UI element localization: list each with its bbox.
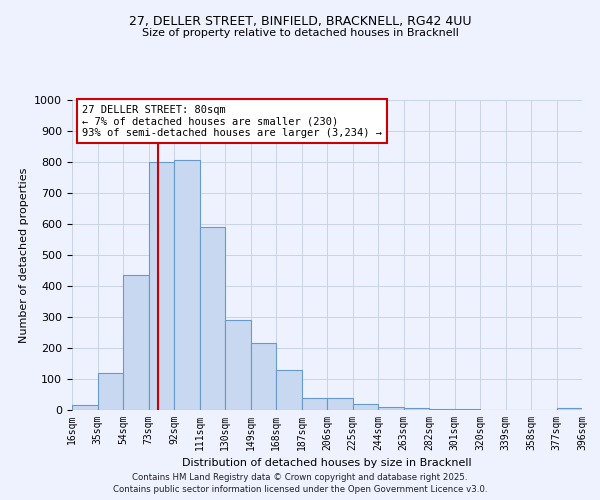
Bar	[557, 408, 582, 410]
Text: 27, DELLER STREET, BINFIELD, BRACKNELL, RG42 4UU: 27, DELLER STREET, BINFIELD, BRACKNELL, …	[129, 15, 471, 28]
Text: 27 DELLER STREET: 80sqm
← 7% of detached houses are smaller (230)
93% of semi-de: 27 DELLER STREET: 80sqm ← 7% of detached…	[82, 104, 382, 138]
Text: Size of property relative to detached houses in Bracknell: Size of property relative to detached ho…	[142, 28, 458, 38]
Bar	[174, 160, 199, 410]
Y-axis label: Number of detached properties: Number of detached properties	[19, 168, 29, 342]
Bar	[404, 408, 429, 410]
X-axis label: Distribution of detached houses by size in Bracknell: Distribution of detached houses by size …	[182, 458, 472, 468]
Bar	[72, 406, 97, 410]
Bar	[378, 407, 404, 410]
Bar	[149, 162, 174, 410]
Bar	[276, 370, 302, 410]
Bar	[353, 404, 378, 410]
Bar	[327, 398, 353, 410]
Bar	[429, 409, 455, 410]
Bar	[199, 227, 225, 410]
Bar	[123, 275, 149, 410]
Bar	[225, 320, 251, 410]
Bar	[251, 344, 276, 410]
Bar	[302, 398, 327, 410]
Text: Contains HM Land Registry data © Crown copyright and database right 2025.: Contains HM Land Registry data © Crown c…	[132, 472, 468, 482]
Text: Contains public sector information licensed under the Open Government Licence v3: Contains public sector information licen…	[113, 485, 487, 494]
Bar	[97, 373, 123, 410]
